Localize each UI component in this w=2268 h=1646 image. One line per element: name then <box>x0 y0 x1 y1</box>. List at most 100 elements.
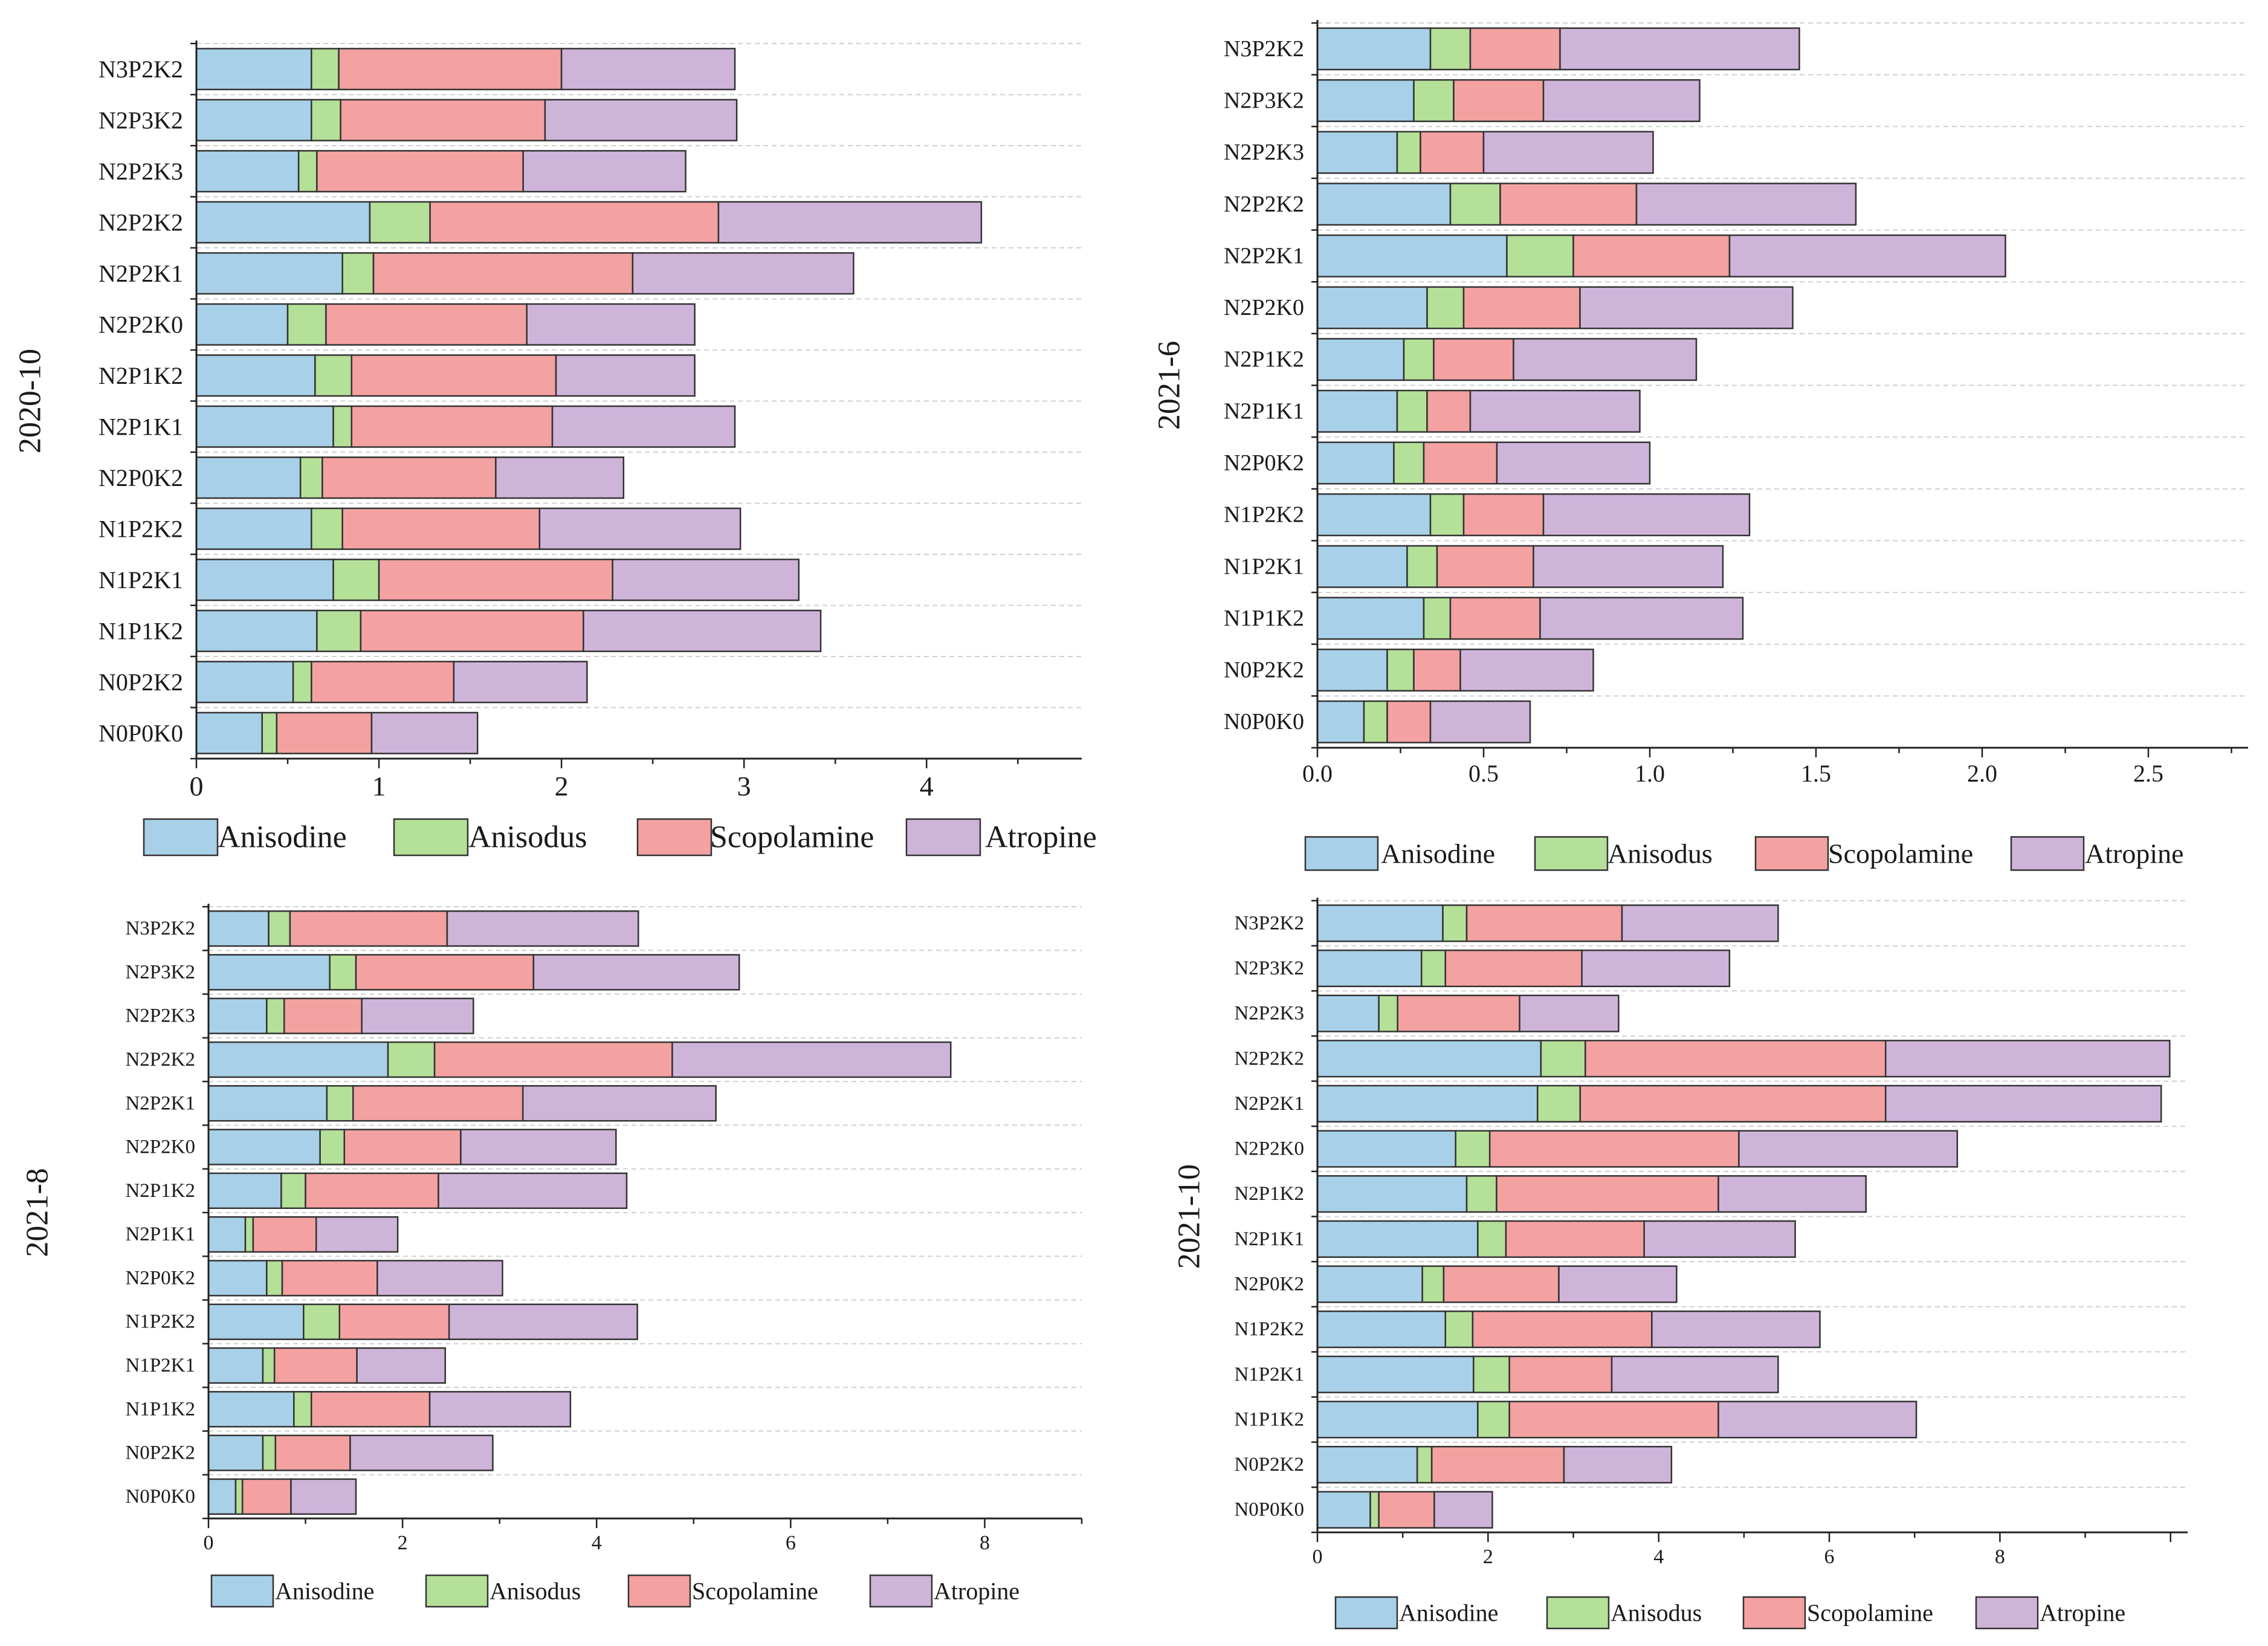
bar-N2P1K2-Anisodus <box>1465 1175 1497 1213</box>
bar-N0P2K2-Anisodine <box>207 1434 264 1471</box>
legend-swatch-atropine <box>905 818 981 857</box>
bar-N2P0K2-Anisodine <box>207 1260 268 1297</box>
bar-N2P2K0-Atropine <box>526 303 696 346</box>
bar-N2P0K2-Anisodus <box>1393 441 1425 485</box>
x-tick-label: 3 <box>737 771 751 802</box>
legend-swatch-atropine <box>1975 1596 2039 1630</box>
category-label: N3P2K2 <box>1234 912 1304 934</box>
bar-N2P2K2-Anisodus <box>1540 1040 1586 1078</box>
category-label: N0P0K0 <box>1234 1499 1304 1521</box>
x-tick-label: 2 <box>1483 1546 1493 1568</box>
bar-N0P2K2-Scopolamine <box>311 661 455 704</box>
bar-N2P2K2-Atropine <box>1635 183 1857 226</box>
x-tick-label: 6 <box>1824 1546 1835 1568</box>
bar-N2P1K2-Scopolamine <box>1433 338 1514 381</box>
bar-N2P3K2-Atropine <box>544 99 738 141</box>
bar-N2P3K2-Anisodus <box>1420 949 1447 988</box>
bar-N2P1K1-Scopolamine <box>252 1216 317 1253</box>
bar-N0P0K0-Atropine <box>370 711 479 754</box>
legend-label-atropine: Atropine <box>2085 838 2184 869</box>
bar-N1P2K2-Scopolamine <box>1462 493 1545 537</box>
bar-N0P2K2-Scopolamine <box>1413 649 1461 692</box>
bar-N1P2K1-Atropine <box>1533 545 1724 588</box>
bar-N2P0K2-Scopolamine <box>281 1260 378 1297</box>
bar-N2P3K2-Atropine <box>532 954 740 991</box>
bar-N1P2K1-Anisodine <box>207 1347 264 1384</box>
bar-N2P1K2-Anisodine <box>1316 338 1405 381</box>
bar-N2P2K3-Atropine <box>522 150 687 193</box>
bar-N3P2K2-Atropine <box>446 910 639 947</box>
bar-N2P2K1-Anisodus <box>1536 1084 1581 1123</box>
category-label: N2P1K1 <box>1224 398 1304 424</box>
category-label: N0P0K0 <box>99 719 183 747</box>
bar-N2P1K1-Anisodus <box>1477 1220 1507 1258</box>
category-label: N2P2K2 <box>1224 192 1304 217</box>
bar-N1P2K1-Anisodine <box>195 559 334 601</box>
category-label: N2P3K2 <box>1234 957 1304 979</box>
bar-N0P0K0-Anisodus <box>1369 1491 1380 1529</box>
x-tick-label: 1.5 <box>1801 760 1831 787</box>
category-label: N0P0K0 <box>1224 709 1304 734</box>
bar-N3P2K2-Scopolamine <box>1469 27 1561 71</box>
bar-N2P2K0-Anisodus <box>1455 1130 1491 1168</box>
legend-label-anisodus: Anisodus <box>468 820 587 855</box>
bar-N2P2K2-Anisodine <box>1316 183 1452 226</box>
chart-panel-2021-6: N3P2K2 N2P3K2 N2P2K3 N2P2K2 N2P2K1 N2P2K0 N2P1… <box>1152 20 2248 871</box>
bar-N0P2K2-Anisodus <box>1416 1445 1433 1484</box>
bar-N1P1K2-Anisodine <box>207 1391 295 1428</box>
bar-N2P2K2-Scopolamine <box>1499 183 1638 226</box>
bar-N2P0K2-Anisodus <box>1421 1265 1445 1303</box>
bar-N2P2K1-Scopolamine <box>1579 1084 1887 1123</box>
bar-N1P2K1-Anisodus <box>262 1347 276 1384</box>
legend-swatch-scopolamine <box>627 1574 691 1608</box>
bar-N2P2K3-Anisodus <box>1378 994 1398 1032</box>
bar-N2P2K0-Atropine <box>460 1129 617 1165</box>
bar-N1P2K2-Anisodine <box>1316 1311 1447 1349</box>
bar-N0P2K2-Atropine <box>1563 1445 1673 1484</box>
bar-N2P1K2-Anisodus <box>314 354 353 397</box>
bar-N2P2K1-Atropine <box>522 1085 717 1122</box>
bar-N2P2K1-Scopolamine <box>1572 234 1731 277</box>
bar-N0P0K0-Anisodine <box>207 1478 237 1515</box>
category-label: N2P1K1 <box>125 1223 195 1245</box>
panel-label: 2021-8 <box>21 1168 55 1257</box>
legend: Anisodine Anisodus Scopolamine Atropine <box>1304 836 2184 871</box>
bar-N1P2K2-Anisodus <box>311 507 343 550</box>
bar-N2P1K1-Scopolamine <box>1505 1220 1645 1258</box>
legend-swatch-atropine <box>2010 836 2085 871</box>
bar-N1P1K2-Anisodine <box>195 609 318 652</box>
bar-N2P2K1-Anisodus <box>1506 234 1574 277</box>
bar-N2P1K1-Atropine <box>1643 1220 1796 1258</box>
bar-N1P2K1-Scopolamine <box>1508 1355 1613 1393</box>
bar-N2P3K2-Scopolamine <box>1453 79 1545 122</box>
legend: Anisodine Anisodus Scopolamine Atropine <box>143 818 1097 857</box>
x-tick-label: 0 <box>204 1532 214 1554</box>
legend-label-anisodus: Anisodus <box>1607 838 1713 869</box>
bar-N1P2K1-Scopolamine <box>378 559 613 601</box>
bar-N3P2K2-Scopolamine <box>1465 904 1623 942</box>
bar-N2P2K0-Anisodine <box>195 303 289 346</box>
bar-N2P3K2-Scopolamine <box>340 99 546 141</box>
legend-swatch-anisodus <box>1534 836 1609 871</box>
bar-N2P1K1-Anisodine <box>195 405 334 448</box>
bar-N3P2K2-Atropine <box>560 48 736 91</box>
bar-N2P2K1-Anisodine <box>207 1085 328 1122</box>
bar-N3P2K2-Scopolamine <box>338 48 563 91</box>
x-tick-label: 2 <box>555 771 569 802</box>
bar-N1P1K2-Anisodus <box>1423 597 1452 640</box>
category-label: N2P2K1 <box>1234 1093 1304 1115</box>
bar-N1P2K2-Anisodine <box>195 507 312 550</box>
bar-N1P2K2-Atropine <box>1651 1311 1821 1349</box>
bar-N2P2K0-Anisodine <box>1316 1130 1456 1168</box>
bar-N2P2K1-Scopolamine <box>372 252 634 295</box>
panel-label: 2021-6 <box>1152 341 1187 430</box>
bar-N0P0K0-Scopolamine <box>241 1478 292 1515</box>
bar-N2P0K2-Scopolamine <box>321 456 497 499</box>
bar-N2P2K0-Anisodus <box>1426 286 1465 329</box>
bar-N0P0K0-Atropine <box>1433 1491 1493 1529</box>
bar-N2P1K2-Atropine <box>555 354 696 397</box>
bar-N3P2K2-Atropine <box>1621 904 1779 942</box>
bar-N2P2K3-Atropine <box>1482 131 1654 174</box>
bar-N1P2K2-Scopolamine <box>1472 1311 1653 1349</box>
